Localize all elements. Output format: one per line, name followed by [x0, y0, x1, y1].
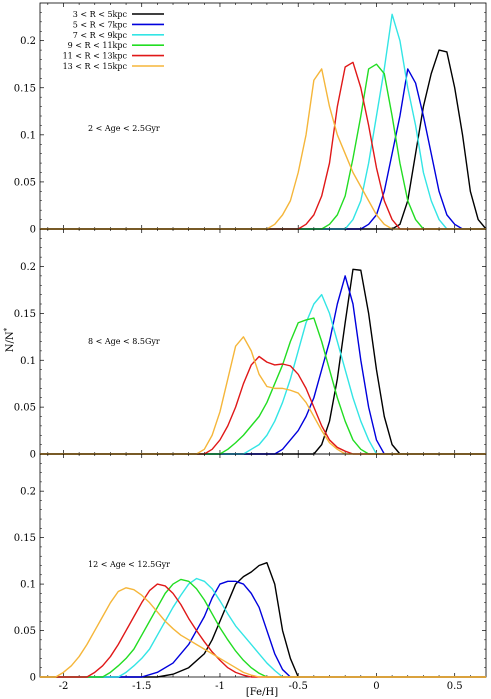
- series-line-3: [40, 293, 486, 455]
- x-tick-label: -2: [59, 681, 69, 692]
- series-line-5: [40, 583, 486, 678]
- y-axis-label-sup: *: [3, 327, 11, 331]
- y-tick-label: 0.1: [20, 356, 36, 367]
- series-line-3: [40, 577, 486, 678]
- y-axis-label-main: N/N: [5, 331, 16, 352]
- age-label: 8 < Age < 8.5Gyr: [88, 337, 160, 346]
- series-line-5: [40, 355, 486, 455]
- x-tick-label: 0: [373, 681, 379, 692]
- series-line-4: [40, 63, 486, 230]
- series-line-2: [40, 275, 486, 455]
- y-tick-label: 0.15: [14, 83, 36, 94]
- age-label: 2 < Age < 2.5Gyr: [88, 124, 160, 133]
- x-tick-label: -1.5: [132, 681, 151, 692]
- legend-label: 3 < R < 5kpc: [73, 10, 128, 19]
- series-line-1: [40, 268, 486, 455]
- series-line-4: [40, 317, 486, 455]
- series-line-1: [40, 562, 486, 678]
- y-tick-label: 0.1: [20, 580, 36, 591]
- y-axis-label: N/N*: [3, 327, 16, 352]
- y-tick-label: 0.05: [14, 403, 36, 414]
- y-tick-label: 0: [30, 673, 36, 684]
- x-axis-label: [Fe/H]: [246, 687, 278, 698]
- series-line-2: [40, 68, 486, 230]
- series-line-6: [40, 68, 486, 230]
- series-line-5: [40, 61, 486, 230]
- x-tick-label: -0.5: [289, 681, 308, 692]
- panel-3: 0 0.05 0.1 0.15 0.2 12 < Age < 12.5Gyr -2 -1.5 -…: [14, 453, 487, 692]
- legend-label: 9 < R < 11kpc: [68, 41, 128, 50]
- y-tick-label: 0.2: [20, 487, 36, 498]
- y-tick-label: 0: [30, 450, 36, 461]
- legend-label: 11 < R < 13kpc: [63, 52, 128, 61]
- y-tick-label: 0: [30, 225, 36, 236]
- legend-label: 13 < R < 15kpc: [63, 62, 128, 71]
- x-tick-label: 0.5: [447, 681, 463, 692]
- y-tick-label: 0.05: [14, 626, 36, 637]
- age-label: 12 < Age < 12.5Gyr: [88, 560, 170, 569]
- series-line-6: [40, 336, 486, 455]
- panel-1: 0 0.05 0.1 0.15 0.2 2 < Age < 2.5Gyr 3 < R < 5…: [14, 2, 487, 236]
- panel-2: 0 0.05 0.1 0.15 0.2 8 < Age < 8.5Gyr: [14, 228, 487, 461]
- series-line-6: [40, 587, 486, 678]
- y-tick-label: 0.15: [14, 533, 36, 544]
- legend-label: 5 < R < 7kpc: [73, 20, 128, 29]
- y-tick-label: 0.2: [20, 262, 36, 273]
- x-tick-label: -1: [215, 681, 225, 692]
- y-tick-label: 0.2: [20, 36, 36, 47]
- legend-label: 7 < R < 9kpc: [73, 31, 128, 40]
- series-line-4: [40, 578, 486, 678]
- series-line-2: [40, 580, 486, 678]
- series-line-3: [40, 13, 486, 230]
- y-tick-label: 0.05: [14, 177, 36, 188]
- y-tick-label: 0.15: [14, 309, 36, 320]
- y-tick-label: 0.1: [20, 130, 36, 141]
- series-line-1: [40, 49, 487, 230]
- panels-group: 0 0.05 0.1 0.15 0.2 2 < Age < 2.5Gyr 3 < R < 5…: [14, 2, 487, 692]
